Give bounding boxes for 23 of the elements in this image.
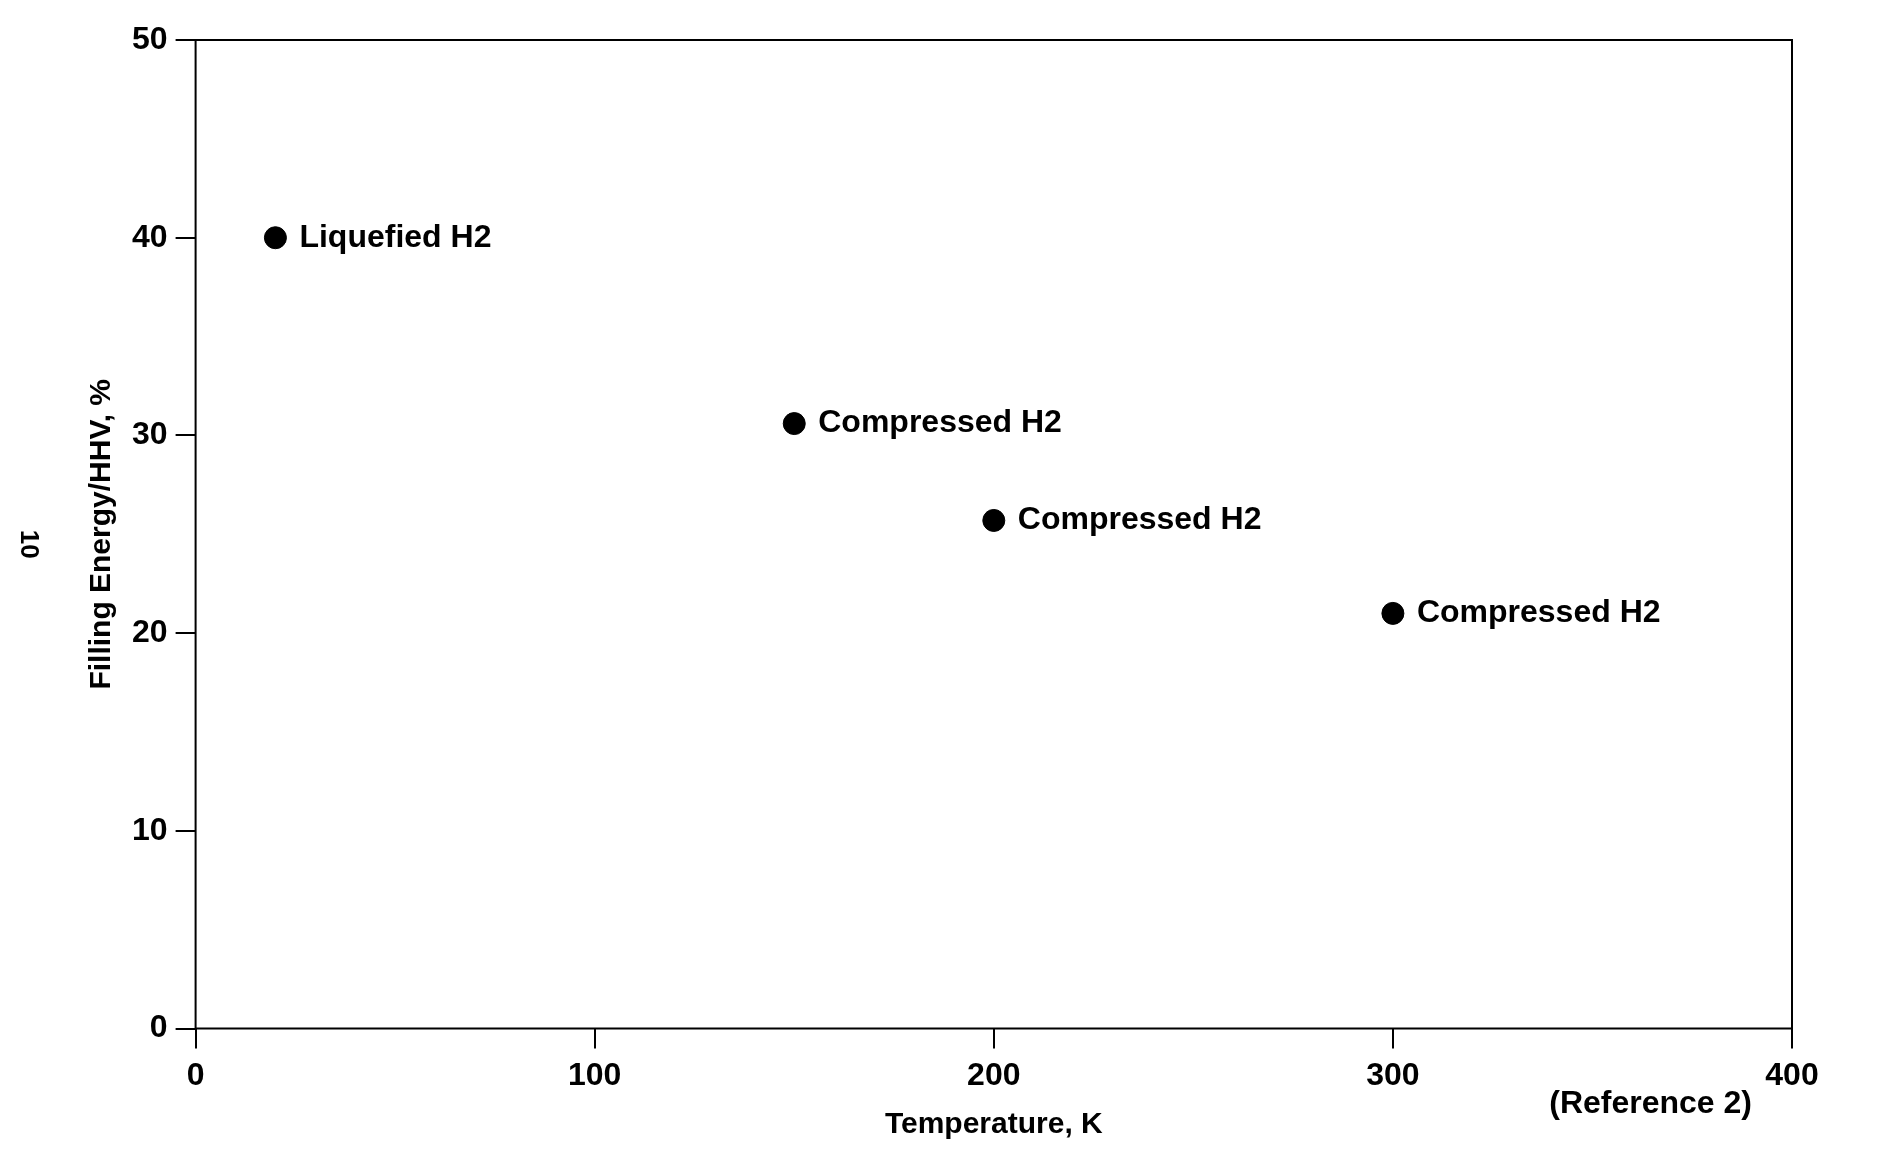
x-tick-label: 200: [967, 1055, 1021, 1092]
annotation: Compressed H2: [818, 403, 1062, 440]
x-tick-label: 0: [186, 1055, 205, 1092]
y-axis-title: Filling Energy/HHV, %: [83, 378, 117, 690]
text: (Reference 2): [1549, 1084, 1752, 1121]
x-tick-label: 400: [1765, 1055, 1819, 1092]
x-tick-label: 300: [1366, 1055, 1420, 1092]
annotation: Compressed H2: [1017, 500, 1262, 537]
y-tick-label: 0: [149, 1008, 168, 1045]
annotation: Liquefied H2: [299, 217, 492, 254]
point: [782, 412, 806, 436]
y-tick-label: 20: [132, 612, 168, 649]
annotation: Compressed H2: [1416, 593, 1661, 630]
y-tick-label: 40: [132, 217, 168, 254]
point: [263, 226, 287, 250]
y-tick-label: 50: [132, 19, 168, 56]
x-tick-label: 100: [568, 1055, 622, 1092]
text: 10: [14, 529, 45, 559]
x-axis-title: Temperature, K: [884, 1106, 1104, 1140]
y-tick-label: 30: [132, 415, 168, 452]
point: [1381, 601, 1405, 625]
y-tick-label: 10: [132, 810, 168, 847]
point: [982, 508, 1006, 532]
